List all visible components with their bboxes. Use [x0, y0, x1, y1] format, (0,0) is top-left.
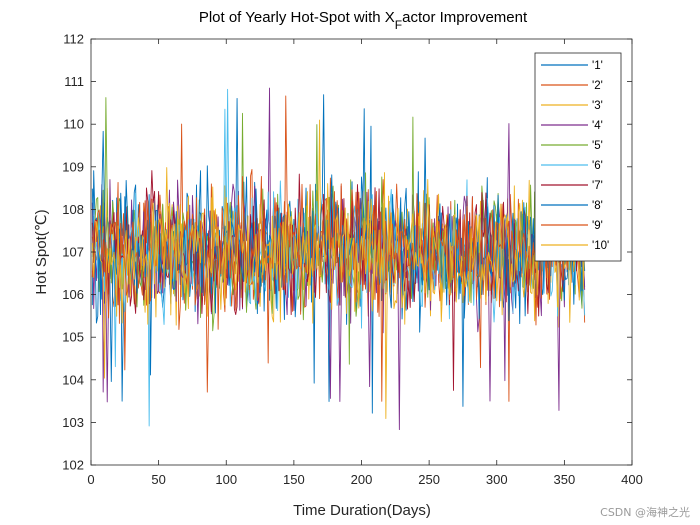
x-tick-label: 300: [486, 472, 508, 487]
series-line-8: [91, 94, 586, 382]
y-tick-label: 105: [62, 330, 84, 345]
x-tick-label: 200: [351, 472, 373, 487]
y-tick-label: 110: [63, 117, 84, 132]
chart-title: Plot of Yearly Hot-Spot with XFactor Imp…: [199, 9, 528, 32]
legend-label-1: '1': [592, 60, 603, 72]
x-tick-label: 350: [554, 472, 576, 487]
legend-label-3: '3': [592, 100, 603, 112]
y-tick-label: 103: [62, 415, 84, 430]
legend: '1' '2' '3' '4' '5' '6' '7' '8' '9' '10': [534, 52, 622, 262]
legend-label-6: '6': [592, 160, 603, 172]
legend-label-9: '9': [592, 220, 603, 232]
x-tick-label: 50: [151, 472, 165, 487]
y-tick-label: 106: [62, 287, 84, 302]
legend-label-2: '2': [592, 80, 603, 92]
watermark: CSDN @海神之光: [600, 505, 690, 519]
y-tick-label: 111: [64, 74, 84, 89]
y-tick-label: 104: [62, 372, 84, 387]
series-line-10: [91, 172, 586, 419]
series-line-9: [91, 90, 586, 402]
x-tick-label: 150: [283, 472, 305, 487]
x-tick-label: 100: [215, 472, 237, 487]
x-tick-label: 250: [418, 472, 440, 487]
legend-items: '1' '2' '3' '4' '5' '6' '7' '8' '9' '10': [541, 60, 609, 252]
y-tick-label: 102: [62, 458, 84, 473]
legend-box: [534, 52, 622, 262]
series-layer: [91, 87, 586, 431]
x-axis-label: Time Duration(Days): [293, 502, 431, 519]
y-tick-label: 112: [63, 32, 84, 47]
y-tick-label: 109: [62, 159, 84, 174]
y-axis-label: Hot Spot(℃): [33, 209, 50, 294]
x-tick-label: 0: [87, 472, 94, 487]
tick-layer: 0 50 100 150 200 250 300 350 400 102 103 104 105 106 1…: [62, 32, 643, 488]
y-tick-label: 107: [62, 245, 84, 260]
legend-label-7: '7': [592, 180, 603, 192]
legend-label-5: '5': [592, 140, 603, 152]
legend-label-4: '4': [592, 120, 603, 132]
legend-label-10: '10': [592, 240, 609, 252]
x-tick-label: 400: [621, 472, 643, 487]
y-tick-label: 108: [62, 202, 84, 217]
legend-label-8: '8': [592, 200, 603, 212]
